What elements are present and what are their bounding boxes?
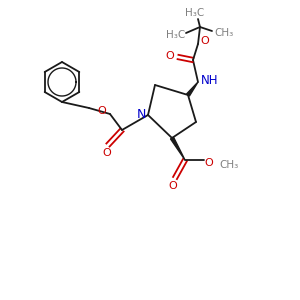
Text: O: O bbox=[166, 51, 174, 61]
Text: H₃C: H₃C bbox=[185, 8, 205, 18]
Polygon shape bbox=[187, 82, 198, 96]
Text: H₃C: H₃C bbox=[167, 30, 186, 40]
Text: CH₃: CH₃ bbox=[214, 28, 234, 38]
Text: O: O bbox=[201, 36, 209, 46]
Polygon shape bbox=[170, 137, 185, 160]
Text: O: O bbox=[103, 148, 111, 158]
Text: CH₃: CH₃ bbox=[219, 160, 238, 170]
Text: O: O bbox=[98, 106, 106, 116]
Text: O: O bbox=[205, 158, 213, 168]
Text: N: N bbox=[136, 107, 146, 121]
Text: NH: NH bbox=[201, 74, 219, 88]
Text: O: O bbox=[169, 181, 177, 191]
